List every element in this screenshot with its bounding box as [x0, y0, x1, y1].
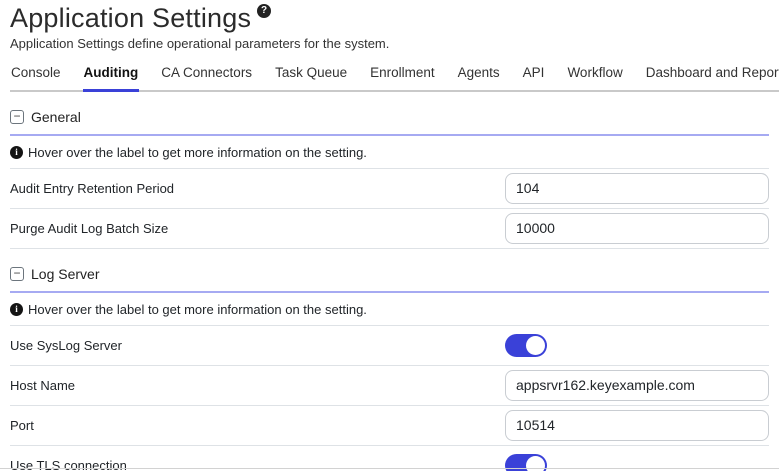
field-control	[505, 212, 769, 244]
page-title: Application Settings?	[10, 3, 769, 33]
section-title: Log Server	[31, 265, 100, 282]
field-label: Use SysLog Server	[10, 337, 122, 353]
info-icon: i	[10, 145, 23, 159]
toggle-knob	[526, 455, 545, 471]
host-name-input[interactable]	[505, 369, 769, 401]
page-title-text: Application Settings	[10, 3, 252, 33]
field-label: Use TLS connection	[10, 457, 127, 471]
audit-entry-retention-period-input[interactable]	[505, 172, 769, 204]
port-input[interactable]	[505, 409, 769, 441]
use-tls-connection-toggle[interactable]	[505, 453, 547, 471]
field-label: Audit Entry Retention Period	[10, 180, 175, 196]
tab-api[interactable]: API	[522, 65, 545, 80]
toggle-knob	[526, 335, 545, 355]
tab-ca-connectors[interactable]: CA Connectors	[161, 65, 253, 80]
purge-audit-log-batch-size-input[interactable]	[505, 212, 769, 244]
tab-auditing[interactable]: Auditing	[82, 60, 140, 92]
field-label: Host Name	[10, 377, 76, 393]
bottom-divider	[0, 468, 779, 469]
setting-row-purge-audit-log-batch-size: Purge Audit Log Batch Size	[10, 207, 769, 248]
info-line: i Hover over the label to get more inform…	[10, 136, 769, 168]
collapse-icon[interactable]: −	[10, 266, 24, 281]
settings-rows: Use SysLog Server Host Name Port Use TLS co…	[10, 324, 769, 471]
tab-console[interactable]: Console	[11, 65, 61, 80]
settings-rows: Audit Entry Retention Period Purge Audit …	[10, 167, 769, 249]
tab-workflow[interactable]: Workflow	[567, 65, 623, 80]
info-text: Hover over the label to get more informa…	[28, 301, 367, 317]
setting-row-use-syslog-server: Use SysLog Server	[10, 324, 769, 365]
use-syslog-server-toggle[interactable]	[505, 333, 547, 357]
info-icon: i	[10, 302, 23, 316]
info-line: i Hover over the label to get more inform…	[10, 293, 769, 325]
help-icon[interactable]: ?	[257, 4, 272, 18]
field-label: Port	[10, 417, 34, 433]
field-control	[505, 333, 769, 357]
field-control	[505, 453, 769, 471]
info-text: Hover over the label to get more informa…	[28, 144, 367, 160]
settings-sections: − General i Hover over the label to get mor…	[10, 105, 769, 471]
tab-task-queue[interactable]: Task Queue	[275, 65, 348, 80]
setting-row-port: Port	[10, 404, 769, 445]
field-control	[505, 172, 769, 204]
setting-row-audit-entry-retention-period: Audit Entry Retention Period	[10, 167, 769, 208]
tab-enrollment[interactable]: Enrollment	[370, 65, 435, 80]
field-label: Purge Audit Log Batch Size	[10, 220, 169, 236]
section-header-general: − General	[10, 105, 769, 136]
setting-row-use-tls-connection: Use TLS connection	[10, 444, 769, 471]
page-subtitle: Application Settings define operational …	[10, 36, 390, 51]
collapse-icon[interactable]: −	[10, 109, 24, 124]
field-control	[505, 409, 769, 441]
setting-row-host-name: Host Name	[10, 364, 769, 405]
tab-dashboard-and-reports[interactable]: Dashboard and Reports	[645, 65, 779, 80]
section-header-log-server: − Log Server	[10, 262, 769, 293]
section-title: General	[31, 108, 81, 125]
field-control	[505, 369, 769, 401]
tab-agents[interactable]: Agents	[457, 65, 500, 80]
tab-bar: Console Auditing CA Connectors Task Queue En…	[10, 60, 779, 92]
